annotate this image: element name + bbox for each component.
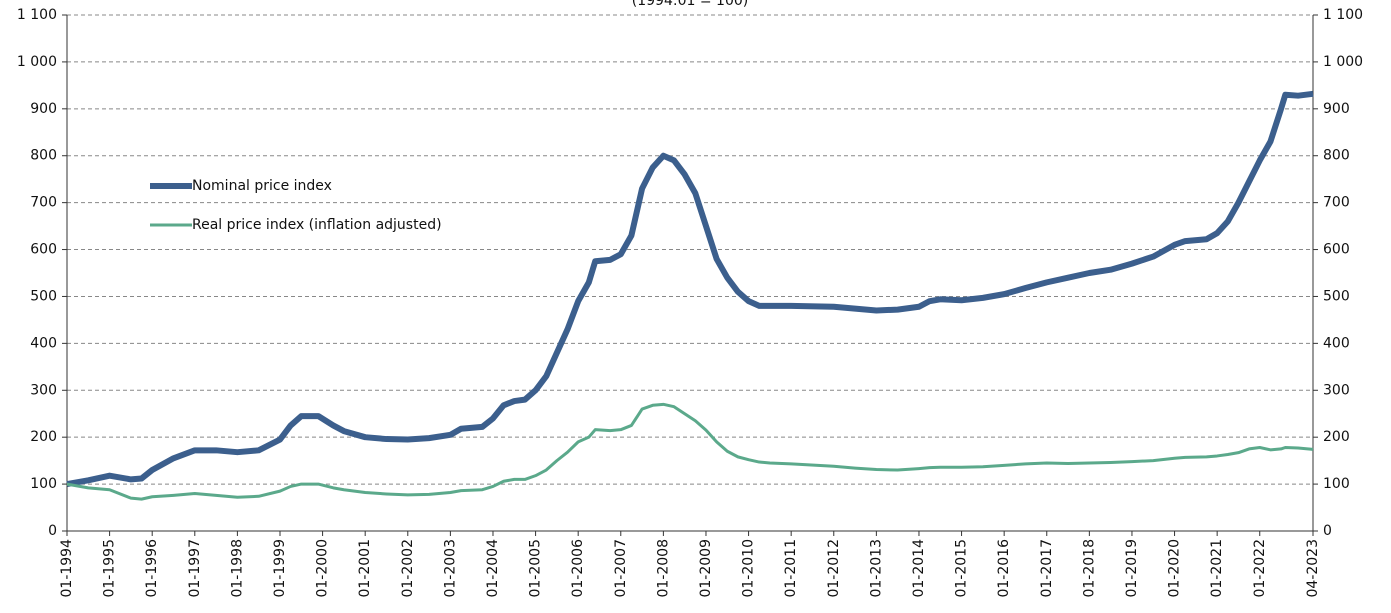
y2-tick-label: 900 — [1323, 101, 1350, 117]
x-tick-label: 04-2023 — [1305, 539, 1321, 598]
line-series — [66, 402, 1314, 501]
line-series — [66, 90, 1314, 488]
x-tick-label: 01-2007 — [613, 539, 629, 598]
y-tick-label: 900 — [30, 101, 57, 117]
y-tick-label: 0 — [48, 523, 57, 539]
y-tick-label: 300 — [30, 382, 57, 398]
y2-tick-label: 700 — [1323, 195, 1350, 211]
x-tick-label: 01-2005 — [528, 539, 544, 598]
legend-label: Nominal price index — [192, 178, 332, 194]
y-tick-label: 600 — [30, 242, 57, 258]
y-tick-label: 400 — [30, 335, 57, 351]
x-tick-label: 01-2017 — [1039, 539, 1055, 598]
x-tick-label: 01-2001 — [357, 539, 373, 598]
y2-tick-label: 300 — [1323, 382, 1350, 398]
x-tick-label: 01-2018 — [1081, 539, 1097, 598]
x-tick-label: 01-2012 — [826, 539, 842, 598]
x-tick-label: 01-2015 — [954, 539, 970, 598]
y2-tick-label: 500 — [1323, 288, 1350, 304]
x-tick-label: 01-1998 — [229, 539, 245, 598]
x-tick-label: 01-2006 — [570, 539, 586, 598]
y2-tick-label: 800 — [1323, 148, 1350, 164]
legend-label: Real price index (inflation adjusted) — [192, 217, 442, 233]
y2-tick-label: 1 100 — [1323, 7, 1363, 23]
y-tick-label: 800 — [30, 148, 57, 164]
x-tick-label: 01-2011 — [783, 539, 799, 598]
x-tick-label: 01-2008 — [655, 539, 671, 598]
y-tick-label: 200 — [30, 429, 57, 445]
x-tick-label: 01-2002 — [400, 539, 416, 598]
y-tick-label: 1 000 — [17, 54, 57, 70]
x-tick-label: 01-2021 — [1209, 539, 1225, 598]
y-tick-label: 700 — [30, 195, 57, 211]
x-tick-label: 01-1997 — [187, 539, 203, 598]
y2-tick-label: 600 — [1323, 242, 1350, 258]
x-tick-label: 01-1994 — [59, 539, 75, 598]
x-tick-label: 01-2016 — [996, 539, 1012, 598]
y2-tick-label: 100 — [1323, 476, 1350, 492]
chart-title: (1994:01 = 100) — [632, 0, 748, 9]
y2-tick-label: 0 — [1323, 523, 1332, 539]
x-tick-label: 01-2003 — [442, 539, 458, 598]
x-tick-label: 01-2000 — [315, 539, 331, 598]
x-tick-label: 01-2020 — [1167, 539, 1183, 598]
y2-tick-label: 1 000 — [1323, 54, 1363, 70]
x-tick-label: 01-2019 — [1124, 539, 1140, 598]
y-tick-label: 500 — [30, 288, 57, 304]
x-tick-label: 01-2014 — [911, 539, 927, 598]
y-tick-label: 100 — [30, 476, 57, 492]
y-tick-label: 1 100 — [17, 7, 57, 23]
x-tick-label: 01-2009 — [698, 539, 714, 598]
x-tick-label: 01-2010 — [741, 539, 757, 598]
x-tick-label: 01-2022 — [1252, 539, 1268, 598]
x-tick-label: 01-1996 — [144, 539, 160, 598]
x-tick-label: 01-2004 — [485, 539, 501, 598]
x-tick-label: 01-1995 — [102, 539, 118, 598]
y2-tick-label: 400 — [1323, 335, 1350, 351]
x-tick-label: 01-1999 — [272, 539, 288, 598]
x-tick-label: 01-2013 — [868, 539, 884, 598]
y2-tick-label: 200 — [1323, 429, 1350, 445]
